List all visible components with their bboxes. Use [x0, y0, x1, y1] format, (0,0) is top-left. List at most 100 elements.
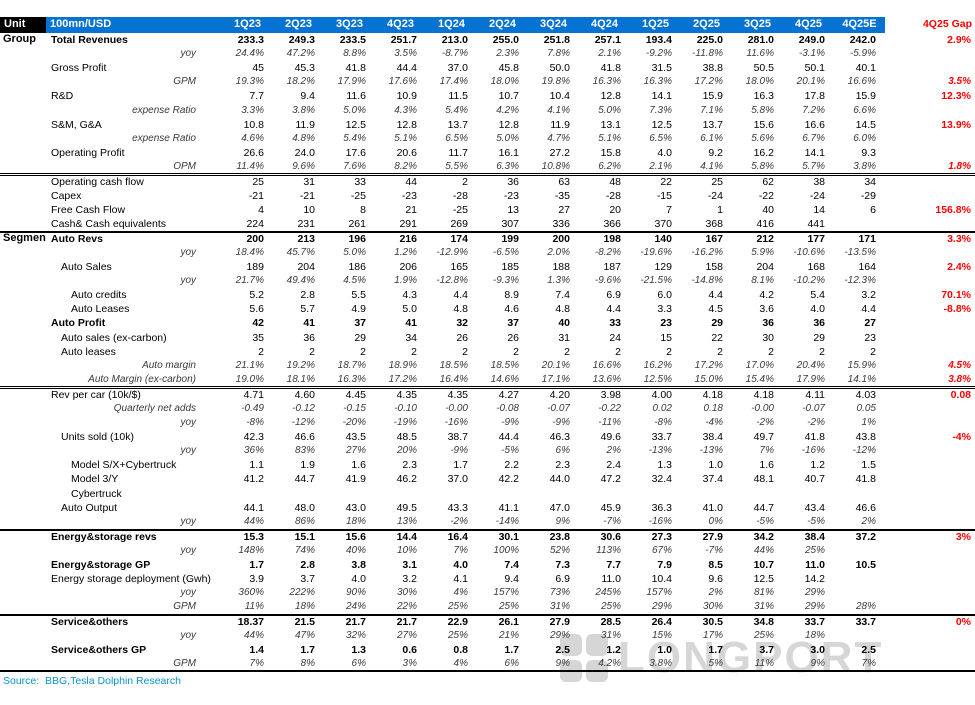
value-cell: 49.4%: [286, 275, 315, 287]
value-cell: 14.1%: [847, 373, 876, 385]
value-cell: 45.9: [600, 501, 621, 514]
value-cell: 19.0%: [235, 373, 264, 385]
value-cell: 164: [858, 260, 876, 273]
value-cell: 33: [354, 176, 366, 189]
value-cell: 50.1: [804, 61, 825, 74]
value-cell: -0.15: [343, 402, 366, 414]
value-cell: 5%: [708, 657, 723, 669]
gap-cell: [885, 61, 975, 75]
table-header: Unit 100mn/USD 1Q23 2Q23 3Q23 4Q23 1Q24 2Q24 3…: [0, 17, 975, 33]
value-cell: -8%: [654, 416, 672, 428]
value-cell: -8.2%: [594, 246, 621, 258]
value-cell: 50.5: [753, 61, 774, 74]
value-cell: 67%: [651, 544, 672, 556]
value-cell: 45: [252, 61, 264, 74]
value-cell: [783, 487, 834, 501]
value-cell: 1.1: [249, 459, 264, 472]
value-cell: 47.2: [600, 473, 621, 486]
value-cell: 18%: [345, 515, 366, 527]
value-cell: 19.8%: [541, 76, 570, 88]
gap-cell: [885, 601, 975, 615]
side-group-label: [0, 147, 46, 161]
side-group-label: [0, 402, 46, 416]
value-cell: 2: [666, 345, 672, 358]
value-cell: -12.8%: [436, 275, 468, 287]
value-cell: 9%: [555, 657, 570, 669]
value-cell: -16%: [648, 515, 672, 527]
value-cell: 2: [768, 345, 774, 358]
value-cell: 41: [405, 317, 417, 330]
value-cell: 37.2: [855, 530, 876, 543]
value-cell: 7.7: [249, 90, 264, 103]
side-group-label: [0, 430, 46, 444]
side-group-label: [0, 260, 46, 274]
value-cell: 245%: [595, 587, 621, 599]
gap-cell: 70.1%: [941, 288, 971, 301]
value-cell: 186: [348, 260, 366, 273]
value-cell: 281.0: [747, 33, 774, 46]
value-cell: 7%: [861, 657, 876, 669]
gap-cell: [885, 544, 975, 558]
side-group-label: [0, 530, 46, 544]
value-cell: 370: [654, 217, 672, 230]
value-cell: [681, 487, 732, 501]
value-cell: 148%: [238, 544, 264, 556]
value-cell: -10.6%: [793, 246, 825, 258]
value-cell: -0.07: [802, 402, 825, 414]
value-cell: -20%: [342, 416, 366, 428]
value-cell: 7.2%: [802, 104, 825, 116]
side-group-label: [0, 61, 46, 75]
side-group-label: [0, 501, 46, 515]
value-cell: 4.4: [708, 288, 723, 301]
side-group-label: [0, 303, 46, 317]
value-cell: 225.0: [696, 33, 723, 46]
value-cell: -0.12: [292, 402, 315, 414]
value-cell: 11.6%: [746, 48, 774, 60]
value-cell: 31%: [753, 600, 774, 612]
value-cell: -12%: [852, 445, 876, 457]
value-cell: 9.6: [708, 572, 723, 585]
row-label: yoy: [180, 544, 196, 556]
value-cell: -7%: [705, 544, 723, 556]
value-cell: 42.2: [498, 473, 519, 486]
value-cell: 249.3: [288, 33, 315, 46]
side-group-label: [0, 132, 46, 146]
gap-cell: [885, 487, 975, 501]
value-cell: 29%: [549, 629, 570, 641]
value-cell: 41: [303, 317, 315, 330]
value-cell: 188: [552, 260, 570, 273]
value-cell: 4.11: [805, 389, 825, 402]
quarter-header: 4Q24: [579, 17, 630, 33]
row-label: Auto Margin (ex-carbon): [88, 373, 196, 385]
value-cell: 251.7: [390, 33, 417, 46]
quarter-header: 1Q24: [426, 17, 477, 33]
value-cell: 7.7: [606, 558, 621, 571]
value-cell: 10.8: [243, 118, 264, 131]
value-cell: 27.2: [549, 147, 570, 160]
value-cell: 14.6%: [490, 373, 519, 385]
value-cell: 17.6%: [388, 76, 417, 88]
value-cell: 29: [354, 331, 366, 344]
table-row: Model S/X+Cybertruck 1.1 1.9 1.6 2.3 1.7 2.2 2.…: [0, 459, 975, 473]
value-cell: [834, 572, 885, 586]
value-cell: -12.9%: [436, 246, 468, 258]
value-cell: 44%: [243, 629, 264, 641]
value-cell: 5.0: [402, 303, 417, 316]
value-cell: 2.5: [555, 643, 570, 656]
value-cell: [732, 487, 783, 501]
value-cell: 36: [303, 331, 315, 344]
value-cell: -9%: [450, 445, 468, 457]
side-group-label: [0, 374, 46, 388]
value-cell: 15.9: [855, 90, 876, 103]
quarter-header: 1Q23: [222, 17, 273, 33]
value-cell: 4.3%: [394, 104, 417, 116]
value-cell: 4.4: [606, 303, 621, 316]
value-cell: 157%: [646, 587, 672, 599]
side-group-label: [0, 515, 46, 529]
side-group-label: [0, 274, 46, 288]
value-cell: 18.7%: [337, 360, 366, 372]
value-cell: 5.1%: [598, 133, 621, 145]
value-cell: 204: [756, 260, 774, 273]
value-cell: 360%: [238, 587, 264, 599]
value-cell: 16.4%: [439, 373, 468, 385]
